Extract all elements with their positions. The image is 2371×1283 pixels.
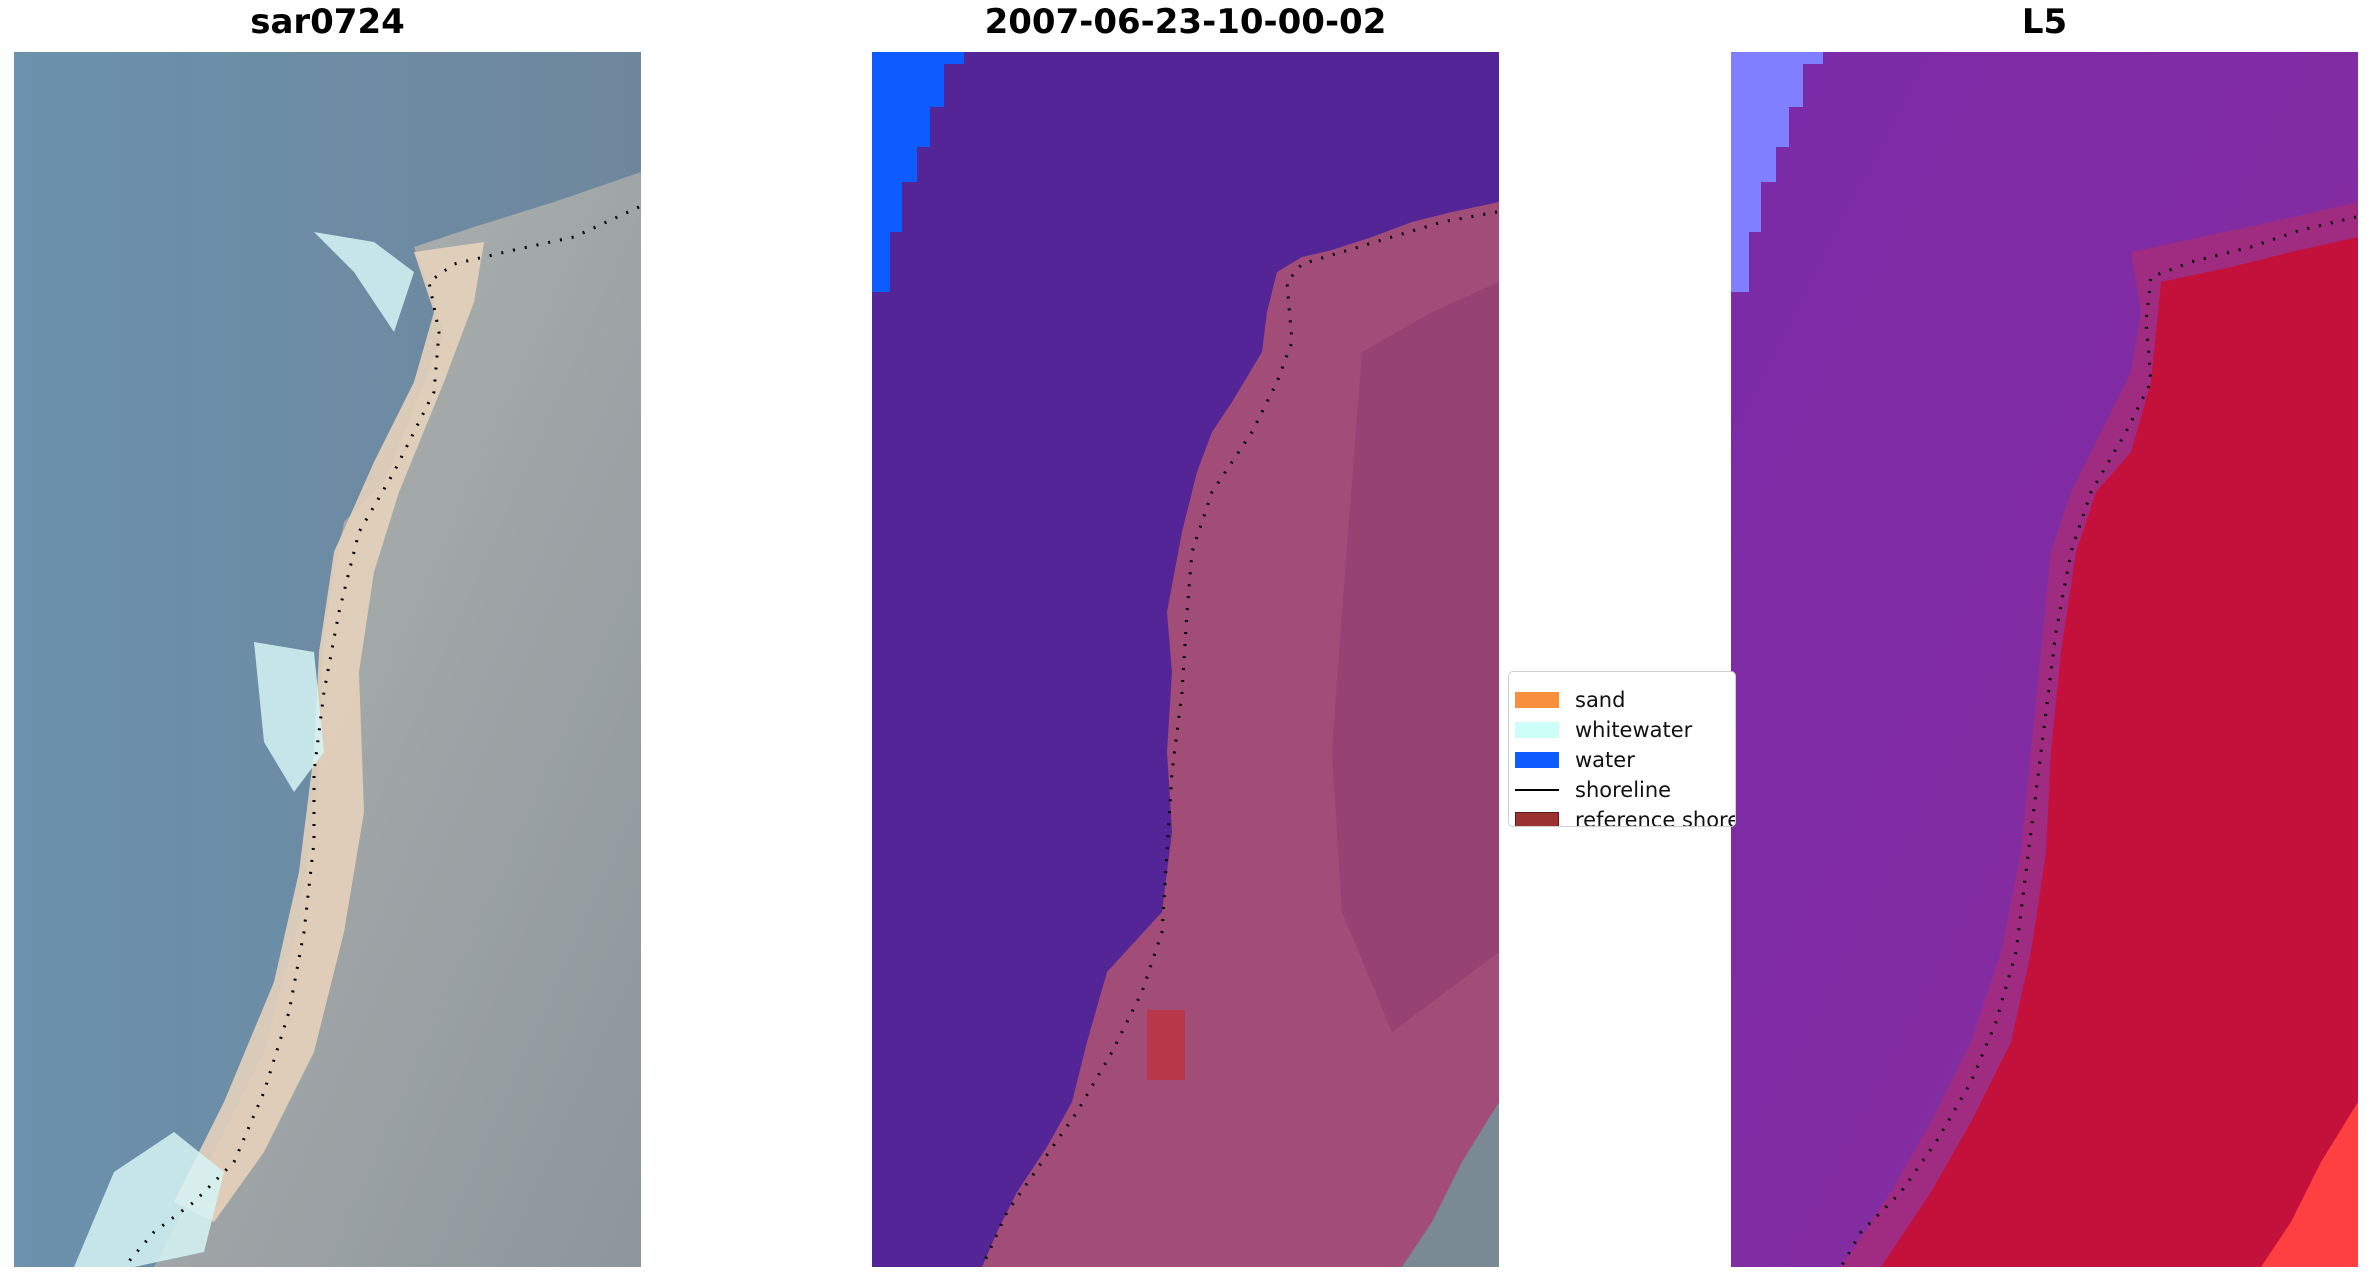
legend-item-reference-shoreline: reference shoreline — [1515, 807, 1736, 827]
legend-label: whitewater — [1575, 718, 1692, 742]
panel-title-middle: 2007-06-23-10-00-02 — [872, 2, 1499, 42]
rgb-image-panel — [14, 52, 641, 1267]
reference-shoreline-swatch — [1515, 812, 1559, 827]
legend-label: water — [1575, 748, 1635, 772]
panel-title-right: L5 — [1731, 2, 2358, 42]
water-swatch — [1515, 752, 1559, 768]
legend: sand whitewater water shoreline referenc… — [1508, 671, 1736, 827]
sand-swatch — [1515, 692, 1559, 708]
legend-item-water: water — [1515, 747, 1635, 773]
legend-item-shoreline: shoreline — [1515, 777, 1671, 803]
legend-item-sand: sand — [1515, 687, 1625, 713]
shoreline-line — [1515, 789, 1559, 791]
rgb-image — [14, 52, 641, 1267]
panel-title-left: sar0724 — [14, 2, 641, 42]
whitewater-swatch — [1515, 722, 1559, 738]
classification-image — [872, 52, 1499, 1267]
classification-panel — [872, 52, 1499, 1267]
l5-index-panel — [1731, 52, 2358, 1267]
class-red-patch — [1147, 1010, 1185, 1080]
legend-label: sand — [1575, 688, 1625, 712]
legend-label: reference shoreline — [1575, 808, 1736, 827]
legend-item-whitewater: whitewater — [1515, 717, 1692, 743]
legend-label: shoreline — [1575, 778, 1671, 802]
l5-index-image — [1731, 52, 2358, 1267]
